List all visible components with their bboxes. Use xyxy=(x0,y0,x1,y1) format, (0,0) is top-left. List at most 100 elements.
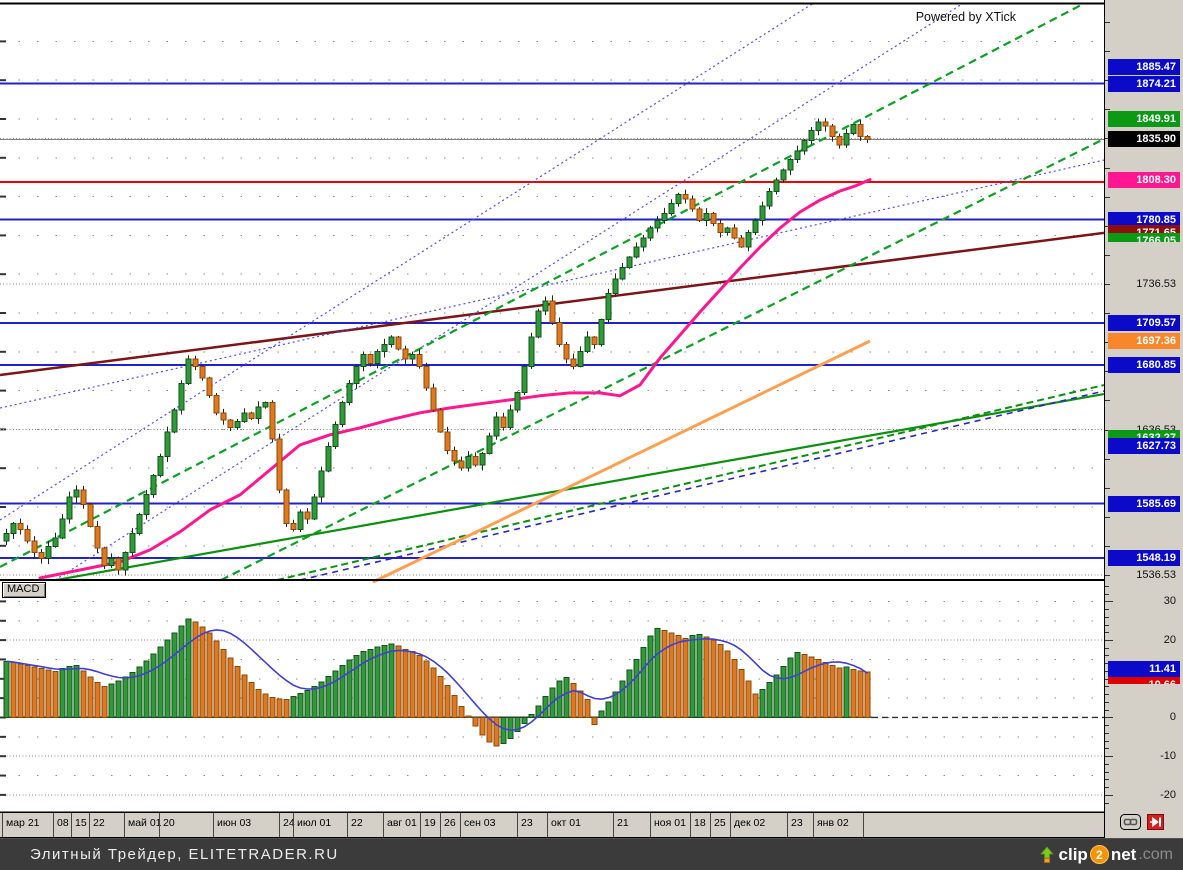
candle-body xyxy=(654,220,661,229)
candle-body xyxy=(360,354,367,367)
candle-body xyxy=(752,220,759,233)
candle-body xyxy=(500,416,507,428)
candle-body xyxy=(766,191,773,207)
go-to-end-button[interactable] xyxy=(1147,814,1164,835)
macd-bar xyxy=(297,692,304,718)
candle-body xyxy=(843,132,850,146)
macd-bar xyxy=(724,650,731,718)
macd-bar xyxy=(213,640,220,718)
scale-tickmark xyxy=(1105,80,1110,81)
macd-bar xyxy=(304,689,311,718)
price-value-label: 1885.47 xyxy=(1108,59,1180,75)
green-dashed-lower-line xyxy=(220,137,1104,582)
macd-bar xyxy=(528,713,535,718)
chart-canvas[interactable] xyxy=(0,0,1104,813)
candle-body xyxy=(773,179,780,193)
candle-body xyxy=(283,489,290,524)
macd-bar xyxy=(437,675,444,718)
scale-tickmark xyxy=(1105,803,1109,804)
axis-dash xyxy=(0,544,6,547)
link-scale-button[interactable] xyxy=(1120,814,1141,835)
scale-tickmark xyxy=(1105,400,1110,401)
macd-bar xyxy=(493,716,500,747)
axis-dash xyxy=(0,312,6,314)
candle-body xyxy=(325,445,332,472)
candle-body xyxy=(528,336,535,367)
macd-value-label: 10.66 xyxy=(1108,677,1180,684)
macd-bar xyxy=(577,690,584,718)
axis-dash xyxy=(0,79,6,82)
candle-body xyxy=(472,455,479,466)
scale-tickmark xyxy=(1105,625,1109,626)
logo-clip: clip xyxy=(1058,844,1088,864)
candle-body xyxy=(262,402,269,408)
candle-body xyxy=(493,416,500,437)
macd-bar xyxy=(486,716,493,743)
candle-body xyxy=(17,522,24,530)
date-tick-label: июл 01 xyxy=(293,813,347,837)
candle-body xyxy=(605,293,612,321)
macd-bar xyxy=(409,651,416,718)
axis-dash xyxy=(0,156,6,159)
date-tick-label: авг 01 xyxy=(383,813,420,837)
macd-bar xyxy=(157,646,164,718)
scale-tickmark xyxy=(1105,371,1110,372)
macd-bar xyxy=(283,699,290,718)
macd-indicator-button[interactable]: MACD xyxy=(2,582,47,598)
powered-by-label: Powered by XTick xyxy=(915,10,1016,24)
candle-body xyxy=(801,140,808,152)
axis-dash xyxy=(0,600,6,603)
macd-bar xyxy=(122,676,129,718)
date-tick-label: июн 03 xyxy=(213,813,279,837)
candle-body xyxy=(220,412,227,421)
candle-body xyxy=(45,546,52,559)
axis-dash xyxy=(0,118,6,120)
macd-bar xyxy=(759,689,766,718)
macd-bar xyxy=(787,657,794,718)
axis-dash xyxy=(0,273,6,276)
macd-bar xyxy=(626,669,633,718)
macd-bar xyxy=(717,644,724,718)
candle-body xyxy=(794,150,801,161)
blue-dotted-2-line xyxy=(54,3,963,581)
candle-body xyxy=(297,511,304,530)
macd-tick-label: 20 xyxy=(1163,634,1176,646)
candle-body xyxy=(381,343,388,353)
candle-body xyxy=(444,431,451,452)
candle-body xyxy=(458,460,465,469)
date-tick-label: 24 xyxy=(279,813,295,837)
macd-bar xyxy=(311,685,318,718)
clip2net-logo[interactable]: clip 2 net .com xyxy=(1037,845,1173,865)
candle-body xyxy=(710,212,717,225)
scale-tickmark xyxy=(1105,226,1110,227)
scale-tickmark xyxy=(1105,138,1110,139)
axis-dash xyxy=(0,658,6,661)
macd-bar xyxy=(185,618,192,718)
macd-bar xyxy=(199,626,206,718)
macd-tick-label: -20 xyxy=(1160,789,1176,801)
logo-two: 2 xyxy=(1089,845,1109,864)
macd-bar xyxy=(822,661,829,718)
macd-bar xyxy=(3,660,10,718)
macd-bar xyxy=(661,630,668,718)
scale-tickmark xyxy=(1105,632,1109,633)
macd-bar xyxy=(269,696,276,718)
axis-dash xyxy=(0,195,6,198)
blue-dotted-1-line xyxy=(0,3,813,521)
candle-body xyxy=(346,383,353,404)
candle-body xyxy=(59,518,66,539)
macd-bar xyxy=(682,637,689,718)
candle-body xyxy=(388,336,395,345)
date-tick-label: 23 xyxy=(517,813,547,837)
candle-body xyxy=(626,256,633,268)
macd-bar xyxy=(808,656,815,718)
scale-tickmark xyxy=(1105,430,1110,431)
axis-dash xyxy=(0,389,6,392)
macd-bar xyxy=(633,658,640,718)
macd-bar xyxy=(710,639,717,718)
macd-bar xyxy=(829,665,836,718)
macd-bar xyxy=(696,634,703,718)
candle-body xyxy=(178,383,185,411)
macd-bar xyxy=(703,636,710,718)
date-tick-label: 18 xyxy=(690,813,710,837)
